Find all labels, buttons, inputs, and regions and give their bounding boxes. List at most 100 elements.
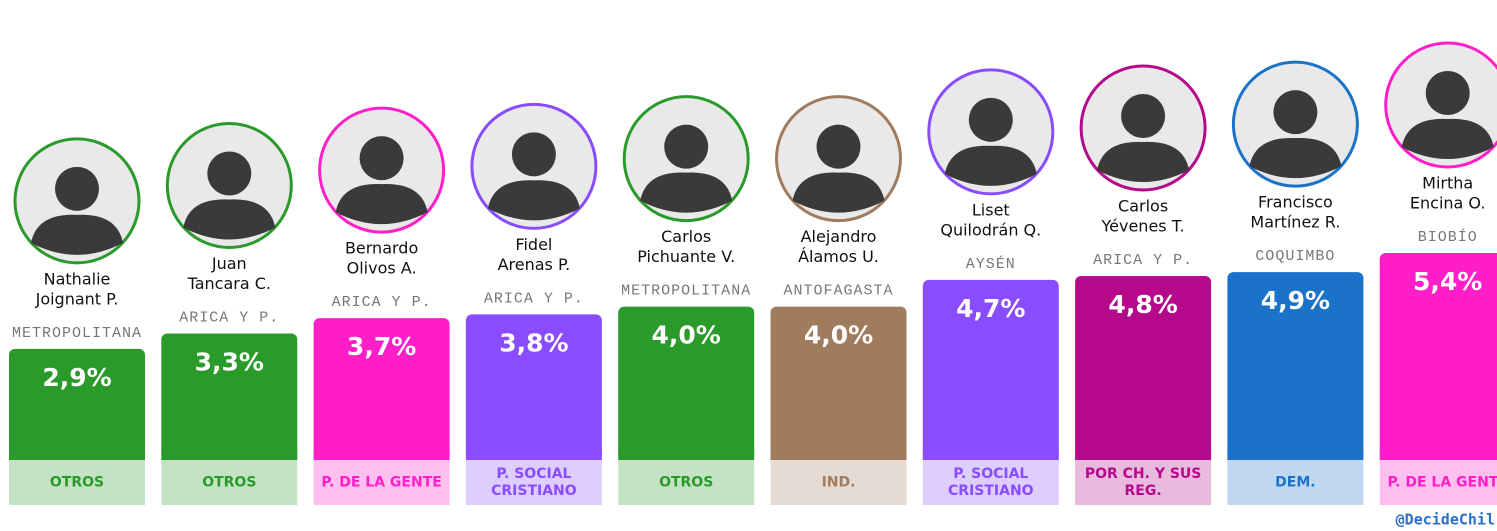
party-band	[465, 460, 602, 505]
value-label: 3,3%	[195, 348, 264, 377]
value-label: 4,9%	[1261, 286, 1330, 315]
photo-head	[1425, 71, 1470, 115]
photo-head	[1121, 94, 1166, 138]
bar-bottom	[770, 452, 907, 460]
party-label: P. SOCIAL	[953, 466, 1028, 482]
name: Juan	[211, 254, 247, 273]
party-label: CRISTIANO	[948, 483, 1034, 499]
name: Carlos	[661, 227, 711, 246]
party-label: POR CH. Y SUS	[1085, 466, 1202, 482]
photo-body	[640, 172, 733, 213]
name: Bernardo	[345, 239, 418, 258]
photo-body	[335, 184, 428, 225]
name: Pichuante V.	[637, 247, 735, 266]
photo-body	[183, 199, 276, 240]
bar	[1227, 272, 1364, 460]
name: Fidel	[515, 235, 552, 254]
bar	[618, 306, 755, 460]
value-label: 3,7%	[347, 332, 416, 361]
value-label: 2,9%	[42, 363, 111, 392]
region: METROPOLITANA	[12, 325, 142, 342]
party-label: REG.	[1125, 483, 1162, 499]
value-label: 5,4%	[1413, 267, 1482, 296]
bar-bottom	[618, 452, 755, 460]
value-label: 4,0%	[804, 321, 873, 350]
bar	[922, 279, 1059, 460]
photo-head	[359, 136, 404, 181]
party-label: IND.	[822, 475, 856, 491]
bar-bottom	[313, 452, 450, 460]
bar	[1075, 276, 1212, 460]
value-label: 4,0%	[652, 321, 721, 350]
region: ARICA Y P.	[484, 290, 584, 307]
photo-body	[792, 172, 885, 213]
party-band	[1379, 460, 1497, 505]
bar	[770, 306, 907, 460]
name: Yévenes T.	[1101, 217, 1185, 236]
bar	[313, 318, 450, 460]
photo-head	[664, 124, 709, 169]
party-band	[618, 460, 755, 505]
party-label: OTROS	[202, 475, 256, 491]
bar	[1379, 253, 1497, 460]
party-band	[770, 460, 907, 505]
name: Tancara C.	[187, 274, 271, 293]
bar	[9, 348, 145, 460]
photo-head	[511, 132, 556, 177]
party-label: OTROS	[50, 475, 104, 491]
party-band	[922, 460, 1059, 505]
party-label: P. DE LA GENTE	[1387, 475, 1497, 491]
photo-body	[487, 180, 580, 221]
region: ANTOFAGASTA	[783, 283, 893, 300]
name: Encina O.	[1410, 194, 1486, 213]
name: Quilodrán Q.	[940, 220, 1041, 239]
bar-bottom	[1227, 452, 1364, 460]
bar	[161, 333, 298, 460]
party-band	[9, 460, 145, 505]
value-label: 3,8%	[499, 328, 568, 357]
party-band	[161, 460, 298, 505]
region: ARICA Y P.	[1093, 252, 1193, 269]
photo-body	[1401, 118, 1494, 159]
name: Arenas P.	[498, 255, 571, 274]
bar-bottom	[9, 452, 145, 460]
photo-head	[968, 97, 1013, 142]
photo-body	[1097, 141, 1190, 182]
region: COQUIMBO	[1255, 248, 1335, 265]
name: Carlos	[1118, 197, 1168, 216]
party-label: OTROS	[659, 475, 713, 491]
name: Francisco	[1258, 193, 1333, 212]
name: Olivos A.	[347, 259, 417, 278]
bar-bottom	[922, 452, 1059, 460]
photo-head	[55, 166, 99, 211]
region: ARICA Y P.	[332, 294, 432, 311]
region: ARICA Y P.	[179, 309, 279, 326]
photo-body	[31, 214, 123, 255]
bar-bottom	[161, 452, 298, 460]
bar-bottom	[1379, 452, 1497, 460]
party-label: DEM.	[1275, 475, 1315, 491]
bar-bottom	[1075, 452, 1212, 460]
photo-head	[1273, 90, 1318, 135]
region: AYSÉN	[966, 255, 1016, 273]
value-label: 4,8%	[1108, 290, 1177, 319]
name: Joignant P.	[35, 289, 119, 308]
party-label: CRISTIANO	[491, 483, 577, 499]
credit: @DecideChil	[1396, 511, 1495, 529]
name: Martínez R.	[1250, 213, 1340, 232]
name: Álamos U.	[798, 247, 879, 266]
name: Liset	[972, 200, 1010, 219]
party-label: P. SOCIAL	[496, 466, 571, 482]
party-band	[1075, 460, 1212, 505]
value-label: 4,7%	[956, 294, 1025, 323]
photo-head	[816, 124, 861, 169]
party-band	[1227, 460, 1364, 505]
photo-body	[944, 145, 1037, 186]
bar-bottom	[465, 452, 602, 460]
name: Mirtha	[1422, 174, 1473, 193]
name: Nathalie	[44, 269, 111, 288]
name: Alejandro	[801, 227, 877, 246]
bar	[465, 314, 602, 460]
party-band	[313, 460, 450, 505]
